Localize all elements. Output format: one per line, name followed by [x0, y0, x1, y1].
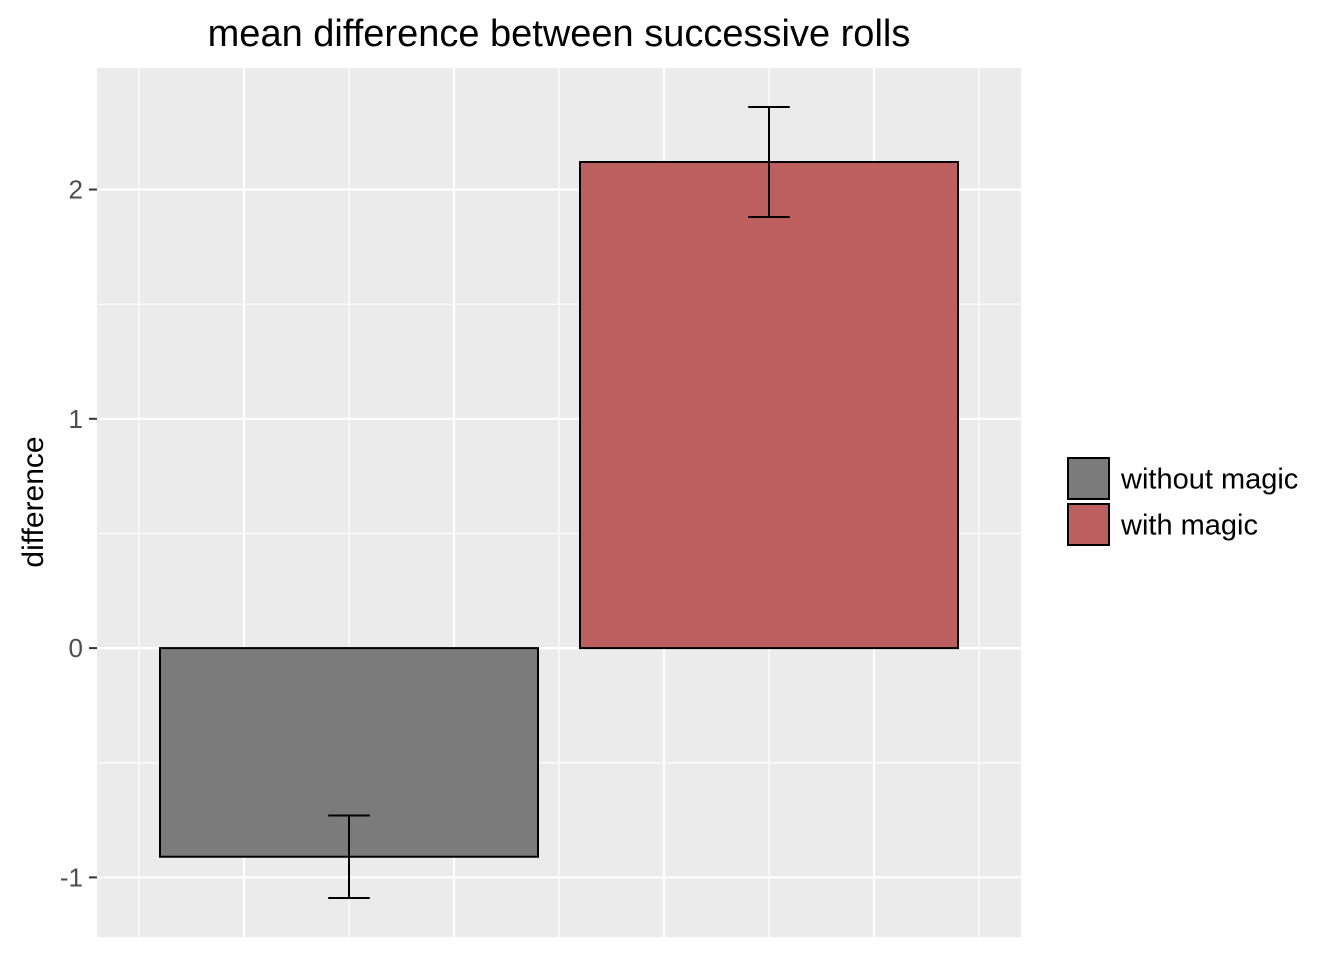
legend-label-without-magic: without magic — [1120, 464, 1298, 496]
y-axis-title: difference — [17, 436, 50, 567]
legend-label-with-magic: with magic — [1120, 510, 1258, 542]
error-bar — [748, 105, 790, 219]
bar-with-magic — [579, 161, 959, 650]
y-axis: -1 0 1 2 — [60, 175, 97, 892]
legend-key-without-magic — [1067, 457, 1110, 500]
y-tick-label: 0 — [69, 633, 83, 663]
chart-title: mean difference between successive rolls — [208, 13, 911, 55]
error-bars — [328, 105, 790, 900]
y-tick-label: 2 — [69, 175, 83, 205]
error-bar — [328, 814, 370, 900]
legend-key-with-magic — [1067, 503, 1110, 546]
bars — [159, 161, 959, 858]
y-tick-label: 1 — [69, 404, 83, 434]
legend: without magic with magic — [1067, 457, 1298, 546]
y-tick-label: -1 — [60, 862, 83, 892]
